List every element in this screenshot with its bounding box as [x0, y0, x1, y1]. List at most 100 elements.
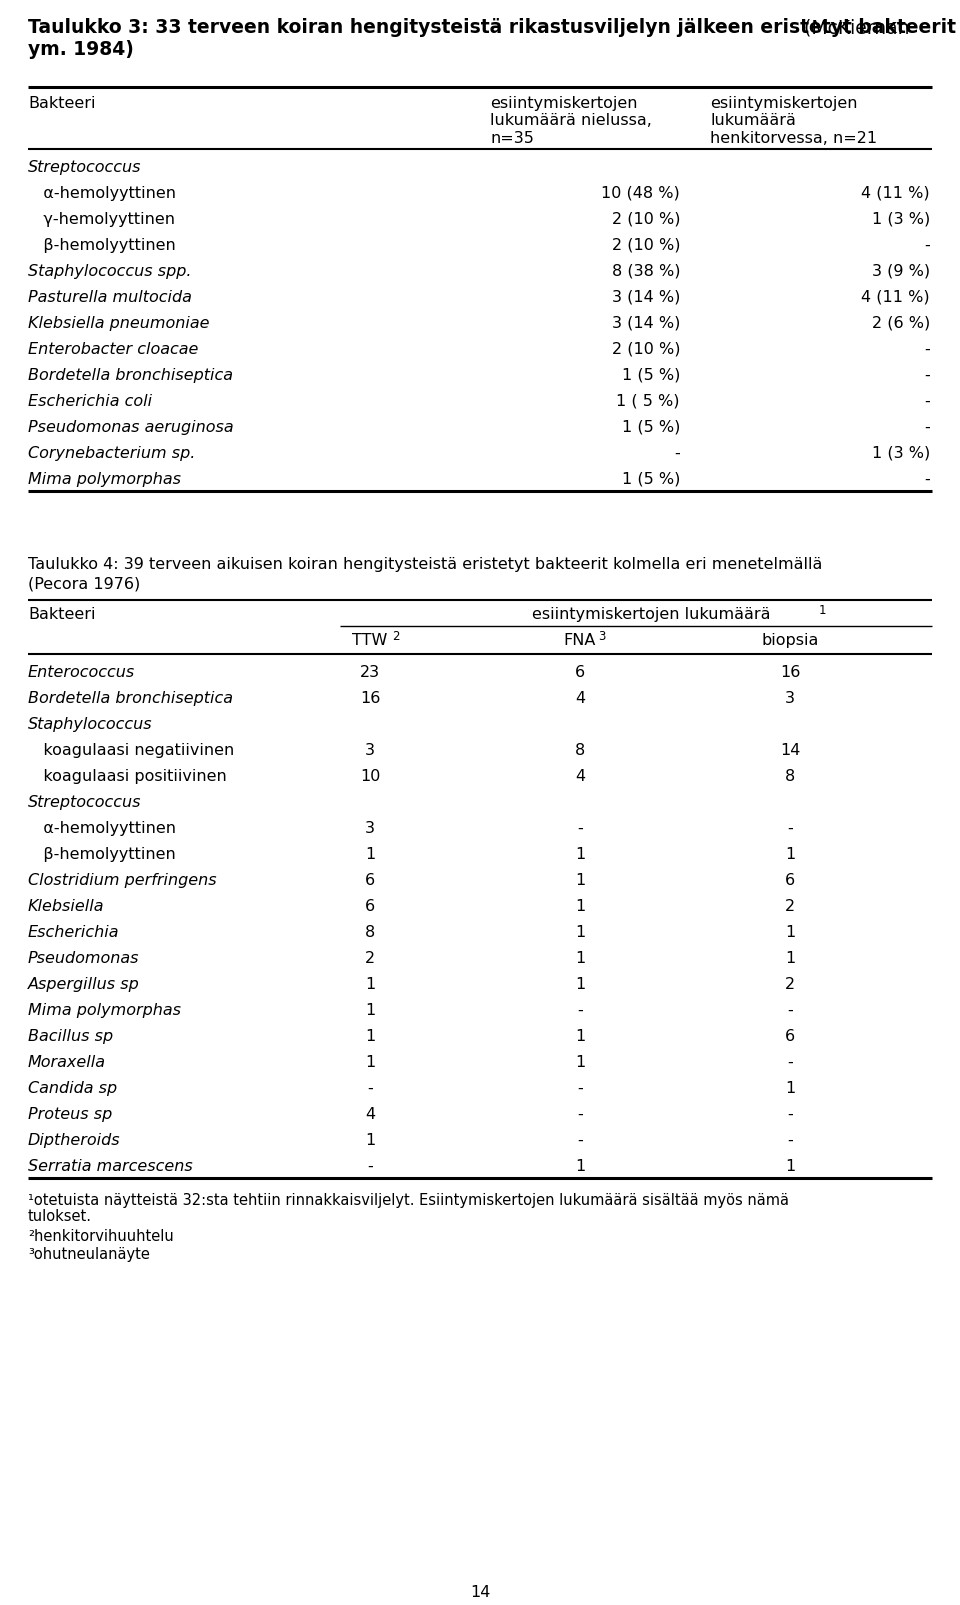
Text: -: - [787, 820, 793, 836]
Text: 2 (6 %): 2 (6 %) [872, 316, 930, 331]
Text: 1: 1 [365, 976, 375, 992]
Text: 1: 1 [785, 1080, 795, 1095]
Text: (McKiernan: (McKiernan [798, 18, 909, 37]
Text: 1: 1 [575, 899, 586, 913]
Text: 1: 1 [365, 846, 375, 862]
Text: esiintymiskertojen lukumäärä: esiintymiskertojen lukumäärä [532, 607, 770, 621]
Text: 1: 1 [575, 924, 586, 939]
Text: 8: 8 [575, 743, 586, 758]
Text: 4: 4 [575, 690, 585, 706]
Text: 6: 6 [785, 873, 795, 888]
Text: Escherichia: Escherichia [28, 924, 119, 939]
Text: 3 (14 %): 3 (14 %) [612, 316, 680, 331]
Text: 1: 1 [785, 924, 795, 939]
Text: -: - [924, 342, 930, 356]
Text: 2: 2 [392, 629, 399, 642]
Text: -: - [787, 1132, 793, 1148]
Text: Klebsiella pneumoniae: Klebsiella pneumoniae [28, 316, 209, 331]
Text: Enterobacter cloacae: Enterobacter cloacae [28, 342, 199, 356]
Text: 3: 3 [365, 743, 375, 758]
Text: Pasturella multocida: Pasturella multocida [28, 291, 192, 305]
Text: Klebsiella: Klebsiella [28, 899, 105, 913]
Text: Streptococcus: Streptococcus [28, 794, 141, 809]
Text: 2 (10 %): 2 (10 %) [612, 342, 680, 356]
Text: 8 (38 %): 8 (38 %) [612, 263, 680, 279]
Text: koagulaasi positiivinen: koagulaasi positiivinen [28, 769, 227, 783]
Text: Staphylococcus: Staphylococcus [28, 716, 153, 732]
Text: 8: 8 [785, 769, 795, 783]
Text: Mima polymorphas: Mima polymorphas [28, 472, 181, 486]
Text: -: - [577, 1132, 583, 1148]
Text: 1 (5 %): 1 (5 %) [622, 421, 680, 435]
Text: ³ohutneulanäyte: ³ohutneulanäyte [28, 1245, 150, 1262]
Text: esiintymiskertojen
lukumäärä
henkitorvessa, n=21: esiintymiskertojen lukumäärä henkitorves… [710, 96, 877, 146]
Text: 23: 23 [360, 664, 380, 679]
Text: Candida sp: Candida sp [28, 1080, 117, 1095]
Text: 2: 2 [785, 899, 795, 913]
Text: -: - [924, 238, 930, 254]
Text: -: - [924, 472, 930, 486]
Text: 6: 6 [365, 899, 375, 913]
Text: koagulaasi negatiivinen: koagulaasi negatiivinen [28, 743, 234, 758]
Text: Corynebacterium sp.: Corynebacterium sp. [28, 446, 196, 461]
Text: 1: 1 [575, 1029, 586, 1043]
Text: 1: 1 [575, 976, 586, 992]
Text: FNA: FNA [564, 632, 596, 647]
Text: -: - [577, 820, 583, 836]
Text: 2: 2 [785, 976, 795, 992]
Text: 3 (14 %): 3 (14 %) [612, 291, 680, 305]
Text: TTW: TTW [352, 632, 388, 647]
Text: 3: 3 [785, 690, 795, 706]
Text: Enterococcus: Enterococcus [28, 664, 135, 679]
Text: -: - [367, 1159, 372, 1173]
Text: Bakteeri: Bakteeri [28, 607, 95, 621]
Text: Serratia marcescens: Serratia marcescens [28, 1159, 193, 1173]
Text: tulokset.: tulokset. [28, 1209, 92, 1223]
Text: α-hemolyyttinen: α-hemolyyttinen [28, 820, 176, 836]
Text: Moraxella: Moraxella [28, 1054, 106, 1069]
Text: -: - [924, 393, 930, 409]
Text: Streptococcus: Streptococcus [28, 160, 141, 175]
Text: 2 (10 %): 2 (10 %) [612, 212, 680, 226]
Text: Proteus sp: Proteus sp [28, 1106, 112, 1122]
Text: Clostridium perfringens: Clostridium perfringens [28, 873, 217, 888]
Text: 1: 1 [575, 1159, 586, 1173]
Text: (Pecora 1976): (Pecora 1976) [28, 576, 140, 592]
Text: 3: 3 [365, 820, 375, 836]
Text: 1: 1 [785, 950, 795, 965]
Text: 1: 1 [785, 1159, 795, 1173]
Text: Diptheroids: Diptheroids [28, 1132, 121, 1148]
Text: 1 (5 %): 1 (5 %) [622, 472, 680, 486]
Text: 1: 1 [365, 1003, 375, 1018]
Text: -: - [577, 1106, 583, 1122]
Text: -: - [577, 1080, 583, 1095]
Text: 1: 1 [575, 873, 586, 888]
Text: ym. 1984): ym. 1984) [28, 40, 133, 59]
Text: 3 (9 %): 3 (9 %) [872, 263, 930, 279]
Text: -: - [674, 446, 680, 461]
Text: 1: 1 [365, 1054, 375, 1069]
Text: Taulukko 4: 39 terveen aikuisen koiran hengitysteistä eristetyt bakteerit kolmel: Taulukko 4: 39 terveen aikuisen koiran h… [28, 557, 823, 571]
Text: ²henkitorvihuuhtelu: ²henkitorvihuuhtelu [28, 1228, 174, 1244]
Text: 2 (10 %): 2 (10 %) [612, 238, 680, 254]
Text: 2: 2 [365, 950, 375, 965]
Text: 16: 16 [360, 690, 380, 706]
Text: Staphylococcus spp.: Staphylococcus spp. [28, 263, 191, 279]
Text: 4: 4 [365, 1106, 375, 1122]
Text: Pseudomonas aeruginosa: Pseudomonas aeruginosa [28, 421, 233, 435]
Text: 4 (11 %): 4 (11 %) [861, 186, 930, 201]
Text: Bacillus sp: Bacillus sp [28, 1029, 113, 1043]
Text: -: - [924, 368, 930, 382]
Text: -: - [577, 1003, 583, 1018]
Text: 8: 8 [365, 924, 375, 939]
Text: 1: 1 [785, 846, 795, 862]
Text: 14: 14 [780, 743, 801, 758]
Text: 4: 4 [575, 769, 585, 783]
Text: 1 (3 %): 1 (3 %) [872, 446, 930, 461]
Text: α-hemolyyttinen: α-hemolyyttinen [28, 186, 176, 201]
Text: -: - [787, 1003, 793, 1018]
Text: Bordetella bronchiseptica: Bordetella bronchiseptica [28, 690, 233, 706]
Text: 4 (11 %): 4 (11 %) [861, 291, 930, 305]
Text: 14: 14 [469, 1584, 491, 1599]
Text: 1: 1 [575, 1054, 586, 1069]
